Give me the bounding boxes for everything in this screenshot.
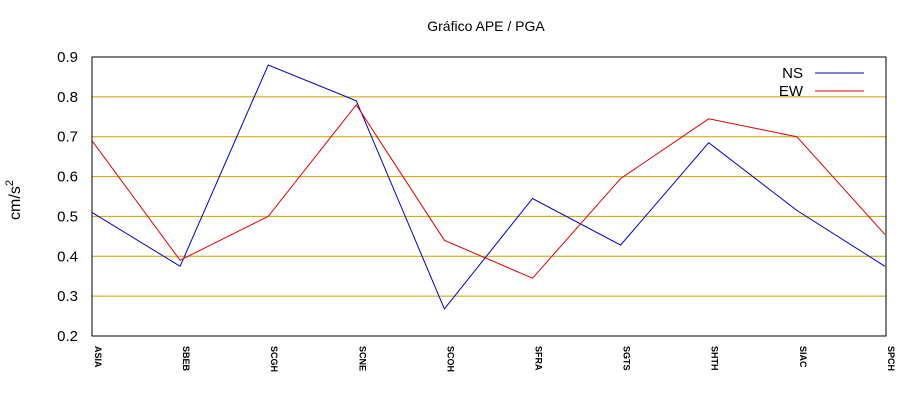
y-axis-label: cm/s2 (4, 180, 24, 220)
x-axis-ticks: ASIA SBEB SCGH SCNE SCOH SFRA SGTS SHTH SIAC SPCH (93, 346, 896, 372)
x-tick-label: SBEB (181, 346, 191, 372)
x-tick-label: SCOH (445, 346, 455, 372)
x-tick-label: SFRA (534, 346, 544, 371)
y-axis-ticks: 0.2 0.3 0.4 0.5 0.6 0.7 0.8 0.9 (57, 49, 78, 345)
x-tick-label: SIAC (798, 346, 808, 368)
plot-frame (91, 56, 887, 337)
y-tick-label: 0.7 (57, 129, 78, 146)
y-tick-label: 0.9 (57, 49, 78, 66)
y-tick-label: 0.5 (57, 208, 78, 225)
y-axis-label-superscript: 2 (4, 180, 16, 186)
x-tick-label: SHTH (710, 346, 720, 371)
chart-title: Gráfico APE / PGA (427, 18, 545, 34)
x-tick-label: SPCH (886, 346, 896, 371)
x-tick-label: ASIA (93, 346, 103, 368)
series-lines (91, 64, 886, 310)
legend-label-ew: EW (779, 83, 804, 100)
legend-label-ns: NS (782, 65, 803, 82)
x-tick-label: SCGH (269, 346, 279, 372)
y-tick-label: 0.4 (57, 248, 78, 265)
plot-border (91, 56, 887, 337)
y-tick-label: 0.8 (57, 89, 78, 106)
series-line-ns (91, 64, 886, 310)
x-tick-label: SCNE (357, 346, 367, 371)
y-tick-label: 0.2 (57, 328, 78, 345)
y-tick-label: 0.3 (57, 288, 78, 305)
y-axis-label-text: cm/s (7, 186, 24, 220)
series-line-ew (91, 103, 886, 279)
x-tick-label: SGTS (622, 346, 632, 371)
grid-lines (92, 96, 886, 297)
y-tick-label: 0.6 (57, 169, 78, 186)
